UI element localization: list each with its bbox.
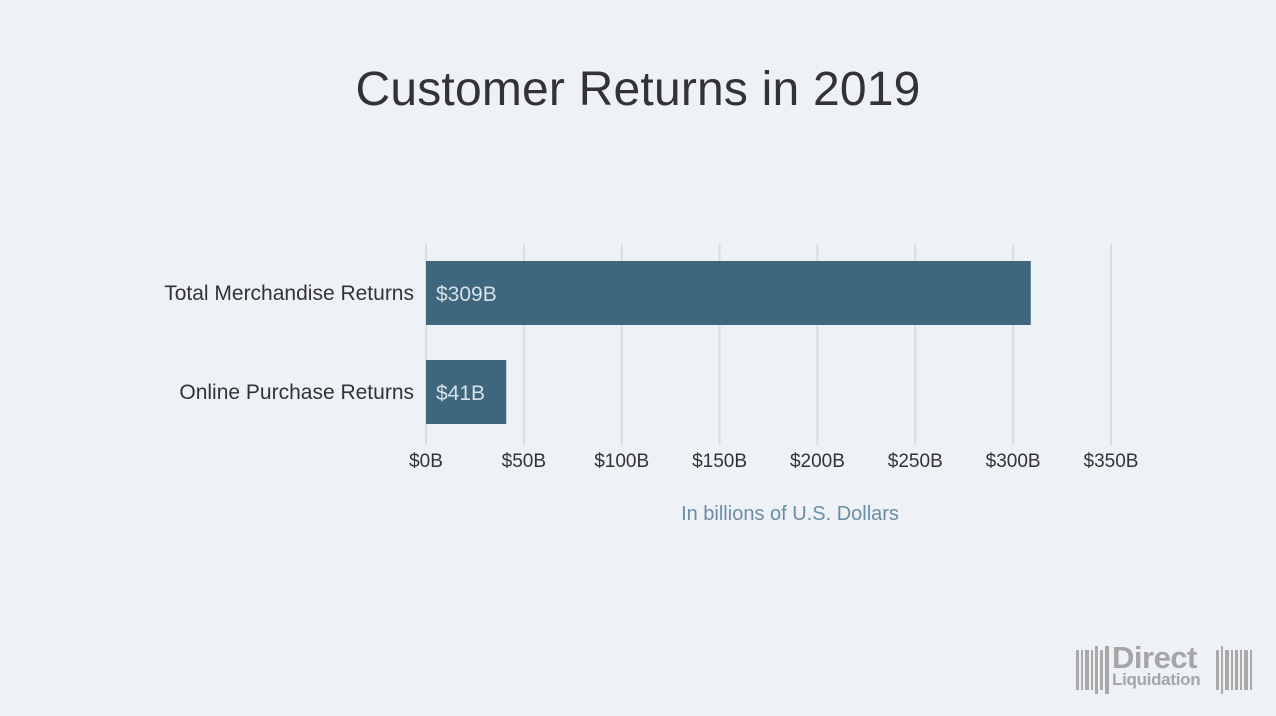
- chart-title: Customer Returns in 2019: [355, 63, 921, 116]
- x-tick-label: $250B: [888, 451, 943, 472]
- barcode-logo-icon: [1076, 646, 1252, 694]
- x-tick-label: $150B: [692, 451, 747, 472]
- bar: [426, 261, 1031, 325]
- y-category-label: Total Merchandise Returns: [164, 282, 414, 305]
- logo-text: Direct Liquidation: [1112, 640, 1201, 689]
- x-tick-label: $0B: [409, 451, 443, 472]
- bar-value-label: $41B: [436, 382, 485, 405]
- logo-word-liquidation: Liquidation: [1112, 670, 1201, 689]
- x-tick-label: $50B: [502, 451, 546, 472]
- y-category-label: Online Purchase Returns: [179, 381, 414, 404]
- x-tick-label: $100B: [594, 451, 649, 472]
- bar-value-label: $309B: [436, 283, 497, 306]
- logo-word-direct: Direct: [1112, 640, 1197, 675]
- x-tick-label: $300B: [986, 451, 1041, 472]
- x-tick-label: $200B: [790, 451, 845, 472]
- direct-liquidation-logo: Direct Liquidation: [1072, 642, 1256, 696]
- x-tick-label: $350B: [1084, 451, 1139, 472]
- bar: [426, 360, 507, 424]
